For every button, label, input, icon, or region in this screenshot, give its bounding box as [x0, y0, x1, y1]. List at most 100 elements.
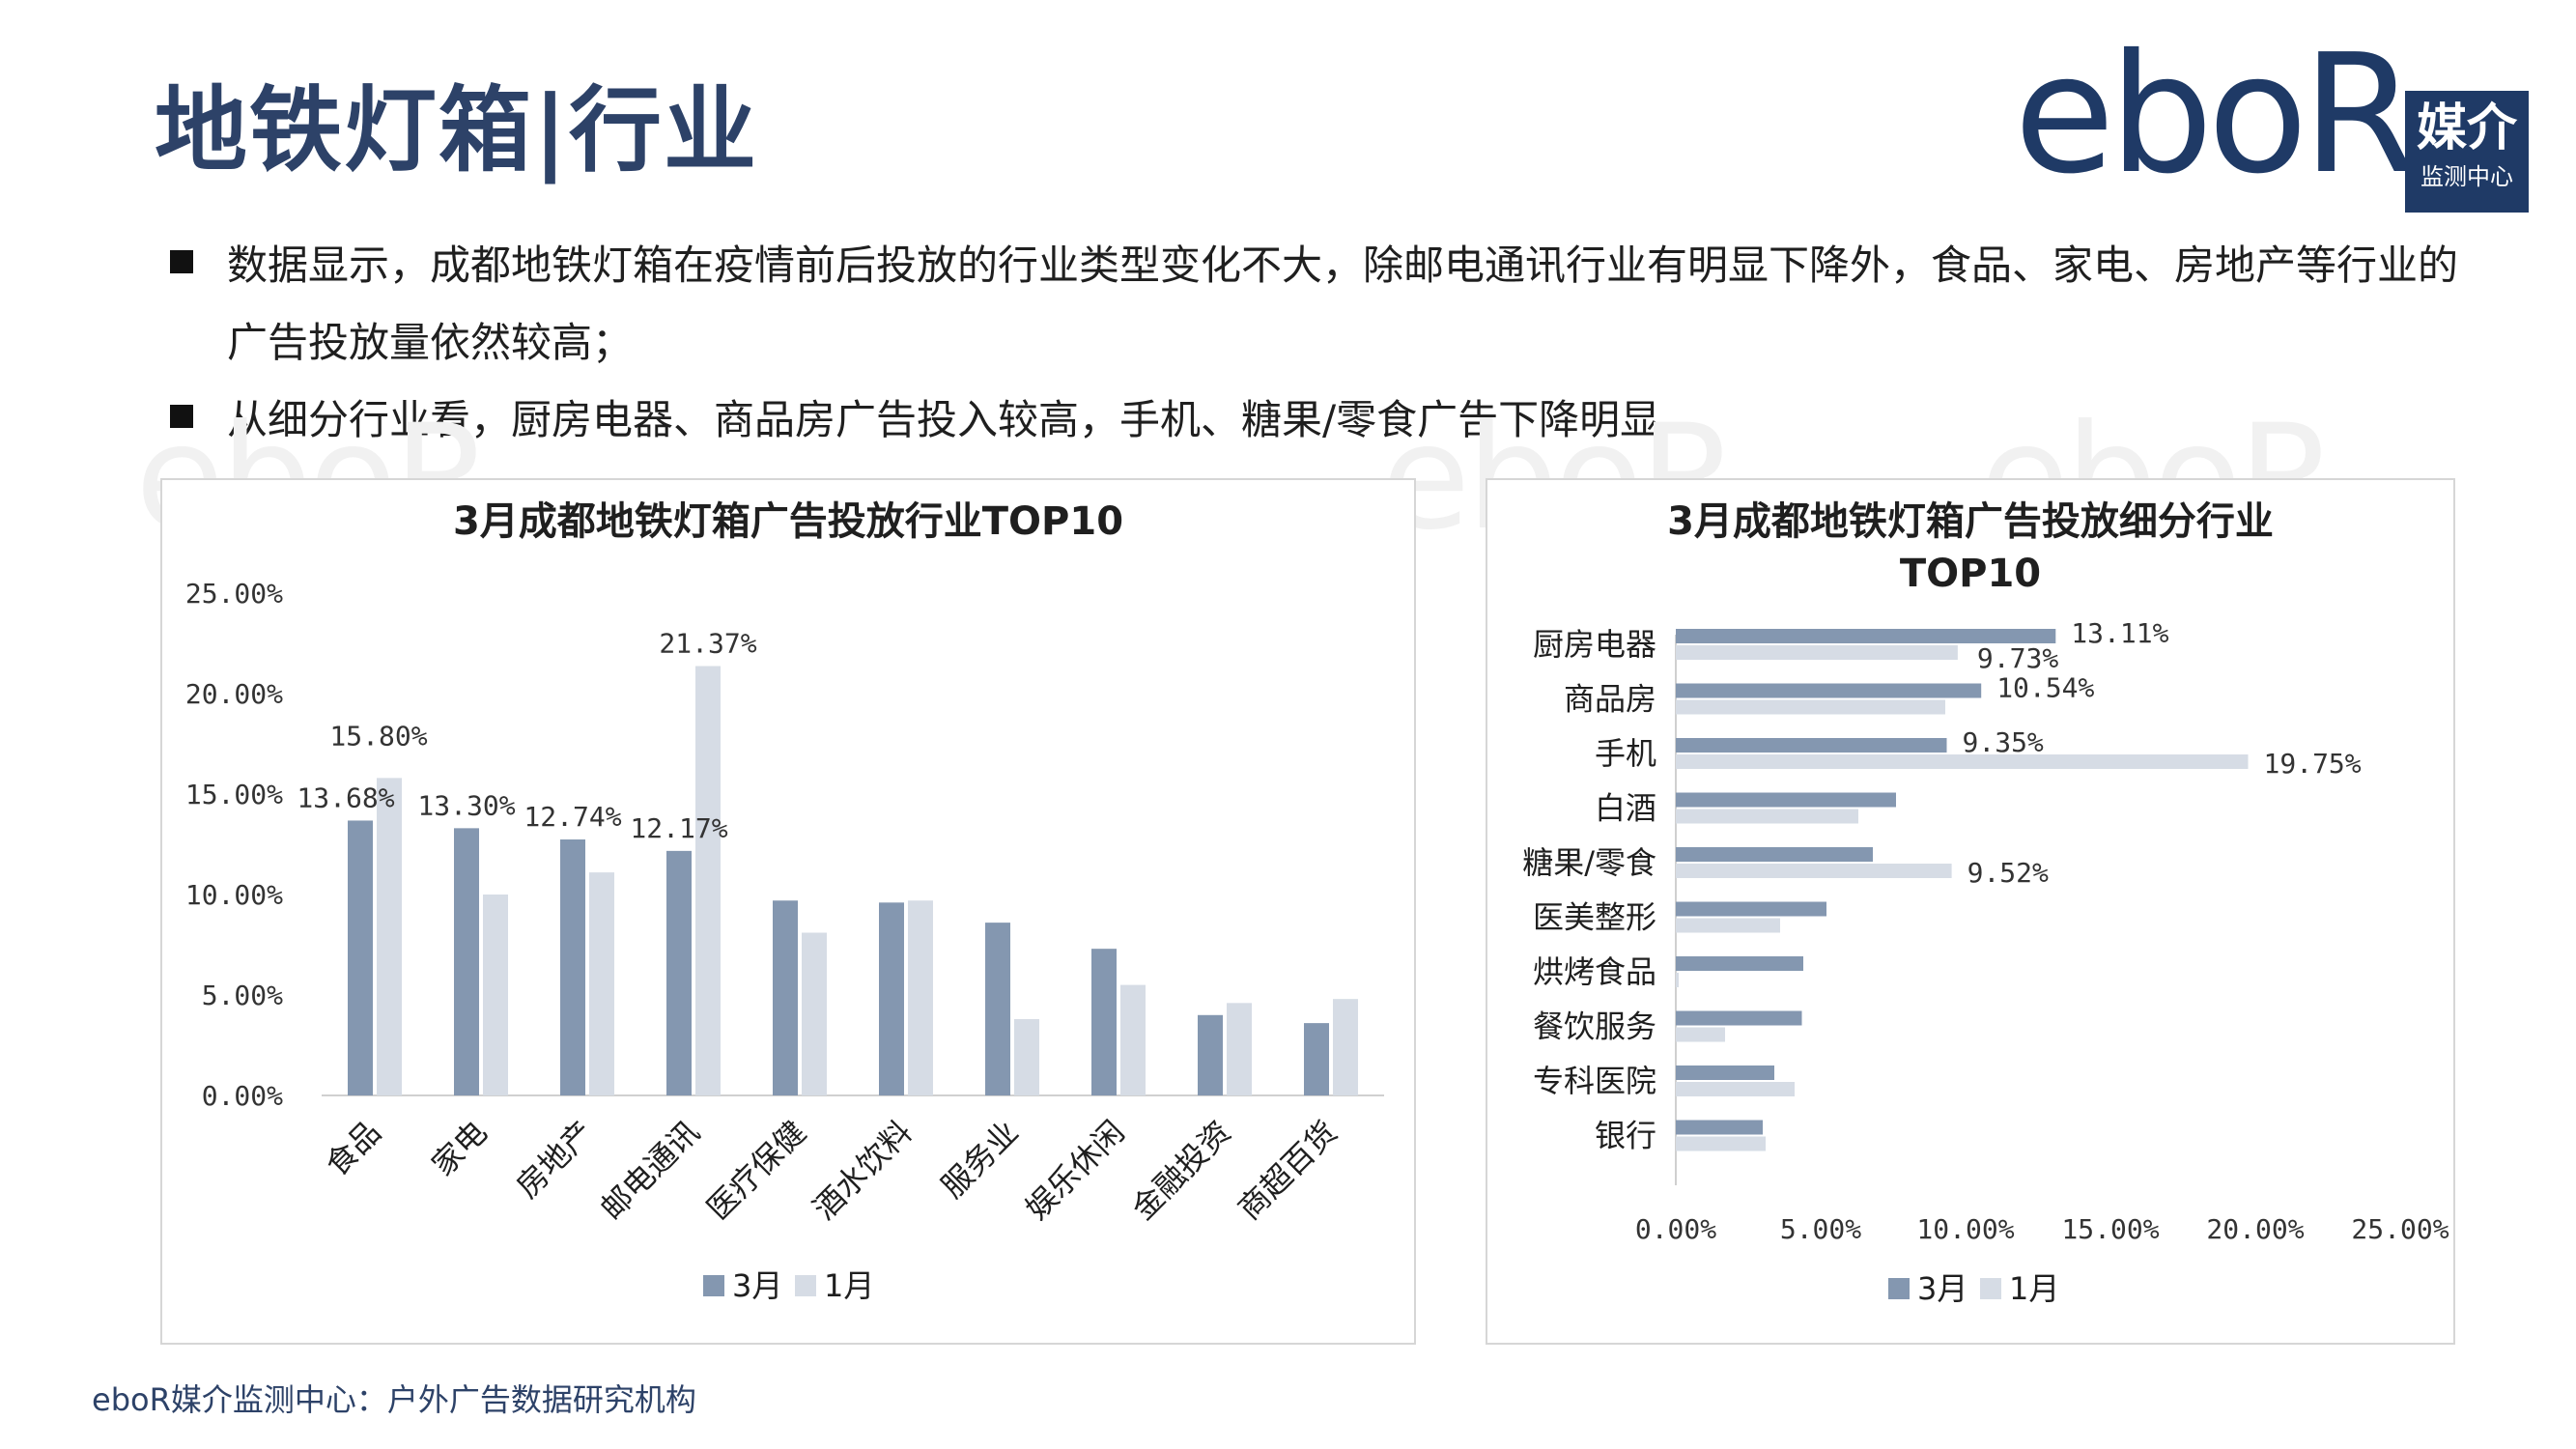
- bar-march: [1676, 1010, 1802, 1026]
- bar-january: [377, 778, 402, 1095]
- legend-label: 3月: [732, 1267, 782, 1304]
- data-label: 12.74%: [524, 801, 621, 833]
- data-label: 9.35%: [1963, 726, 2044, 758]
- x-tick-label: 0.00%: [1635, 1213, 1716, 1245]
- legend-swatch: [1888, 1278, 1910, 1299]
- bar-march: [666, 850, 692, 1095]
- bullet-square-icon: [170, 250, 193, 273]
- bar-march: [454, 828, 479, 1095]
- x-category-label: 酒水饮料: [806, 1114, 919, 1227]
- bar-january: [1676, 645, 1958, 660]
- footer-source: eboR媒介监测中心：户外广告数据研究机构: [92, 1381, 696, 1418]
- x-category-label: 商超百货: [1231, 1114, 1344, 1227]
- bullet-list: 数据显示，成都地铁灯箱在疫情前后投放的行业类型变化不大，除邮电通讯行业有明显下降…: [164, 227, 2482, 459]
- x-tick-label: 10.00%: [1916, 1213, 2014, 1245]
- y-category-label: 专科医院: [1533, 1063, 1656, 1099]
- x-tick-label: 15.00%: [2061, 1213, 2159, 1245]
- bar-january: [1676, 699, 1945, 715]
- y-category-label: 餐饮服务: [1533, 1009, 1656, 1045]
- bar-january: [695, 666, 721, 1095]
- bullet-text: 数据显示，成都地铁灯箱在疫情前后投放的行业类型变化不大，除邮电通讯行业有明显下降…: [227, 242, 2459, 366]
- y-tick-label: 5.00%: [202, 980, 283, 1011]
- bar-january: [1676, 1027, 1725, 1042]
- x-category-label: 娱乐休闲: [1018, 1114, 1131, 1227]
- logo-badge-main: 媒介: [2416, 99, 2517, 157]
- x-category-label: 医疗保健: [699, 1114, 812, 1227]
- bar-march: [1676, 847, 1873, 862]
- data-label: 13.68%: [297, 781, 394, 813]
- y-category-label: 商品房: [1564, 681, 1656, 718]
- data-label: 21.37%: [659, 628, 756, 660]
- bar-january: [908, 900, 933, 1095]
- bullet-square-icon: [170, 405, 193, 428]
- y-tick-label: 25.00%: [185, 578, 283, 610]
- data-label: 13.30%: [417, 789, 515, 821]
- y-tick-label: 0.00%: [202, 1080, 283, 1112]
- bar-march: [1676, 738, 1947, 753]
- x-category-label: 金融投资: [1124, 1114, 1237, 1227]
- bar-march: [348, 820, 373, 1095]
- bar-january: [483, 895, 508, 1095]
- legend-swatch: [795, 1275, 816, 1296]
- bar-january: [1676, 973, 1679, 987]
- bar-january: [589, 872, 614, 1095]
- bar-march: [1091, 949, 1117, 1095]
- bar-march: [1676, 1065, 1774, 1080]
- logo-badge: 媒介 监测中心: [2405, 91, 2529, 213]
- industry-chart-panel: 3月成都地铁灯箱广告投放行业TOP10 0.00% 5.00% 10.00% 15.00…: [160, 478, 1416, 1345]
- y-category-label: 手机: [1595, 735, 1656, 772]
- legend-swatch: [703, 1275, 724, 1296]
- data-label: 9.52%: [1967, 857, 2049, 889]
- bar-january: [1676, 754, 2249, 769]
- y-category-label: 厨房电器: [1533, 626, 1656, 663]
- y-tick-label: 10.00%: [185, 879, 283, 911]
- bar-january: [1120, 984, 1146, 1095]
- bar-january: [1333, 999, 1358, 1095]
- y-category-label: 医美整形: [1533, 899, 1656, 936]
- x-category-label: 服务业: [934, 1114, 1026, 1206]
- x-tick-label: 5.00%: [1780, 1213, 1861, 1245]
- data-label: 19.75%: [2264, 748, 2362, 780]
- bar-march: [1676, 683, 1982, 698]
- y-tick-label: 20.00%: [185, 678, 283, 710]
- data-label: 12.17%: [630, 812, 727, 844]
- bar-march: [985, 923, 1010, 1095]
- bar-march: [1198, 1014, 1223, 1095]
- bullet-text: 从细分行业看，厨房电器、商品房广告投入较高，手机、糖果/零食广告下降明显: [227, 396, 1661, 443]
- bullet-item: 数据显示，成都地铁灯箱在疫情前后投放的行业类型变化不大，除邮电通讯行业有明显下降…: [164, 227, 2482, 382]
- data-label: 15.80%: [329, 720, 427, 752]
- y-category-label: 糖果/零食: [1522, 844, 1656, 881]
- bar-march: [1676, 792, 1896, 808]
- legend-swatch: [1980, 1278, 2001, 1299]
- bar-march: [1676, 956, 1803, 971]
- data-label: 13.11%: [2071, 617, 2168, 649]
- x-category-label: 家电: [425, 1114, 495, 1183]
- legend-label: 1月: [824, 1267, 874, 1304]
- subindustry-bar-chart: 3月成都地铁灯箱广告投放细分行业 TOP10 厨房电器商品房手机白酒糖果/零食医美整…: [1522, 499, 2449, 1307]
- bar-march: [560, 839, 585, 1095]
- data-label: 10.54%: [1996, 672, 2094, 704]
- legend-label: 3月: [1917, 1270, 1967, 1307]
- bar-march: [773, 900, 798, 1095]
- bar-march: [879, 902, 904, 1095]
- bar-january: [1676, 809, 1858, 824]
- bar-march: [1304, 1023, 1329, 1095]
- y-tick-label: 15.00%: [185, 779, 283, 810]
- chart-title: 3月成都地铁灯箱广告投放行业TOP10: [453, 499, 1123, 544]
- y-category-label: 银行: [1595, 1118, 1656, 1154]
- bar-january: [802, 932, 827, 1095]
- bar-january: [1676, 864, 1952, 878]
- y-category-label: 烘烤食品: [1533, 953, 1656, 990]
- chart-title: TOP10: [1900, 552, 2041, 596]
- bar-january: [1676, 1136, 1766, 1151]
- data-label: 9.73%: [1977, 642, 2058, 674]
- bullet-item: 从细分行业看，厨房电器、商品房广告投入较高，手机、糖果/零食广告下降明显: [164, 382, 2482, 459]
- bar-march: [1676, 1120, 1763, 1135]
- ebor-logo: eboR 媒介 监测中心: [2014, 33, 2535, 213]
- x-category-label: 邮电通讯: [593, 1114, 706, 1227]
- industry-bar-chart: 3月成都地铁灯箱广告投放行业TOP10 0.00% 5.00% 10.00% 15.00…: [185, 499, 1384, 1304]
- x-tick-label: 25.00%: [2351, 1213, 2449, 1245]
- logo-wordmark: eboR: [2014, 19, 2417, 211]
- page-title: 地铁灯箱|行业: [155, 76, 759, 185]
- bar-january: [1676, 918, 1780, 933]
